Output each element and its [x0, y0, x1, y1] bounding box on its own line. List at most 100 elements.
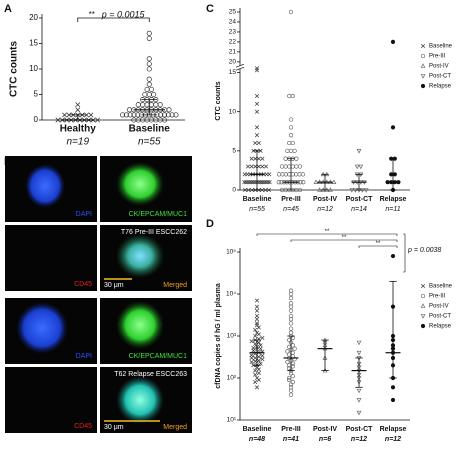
point	[356, 388, 362, 394]
legend-label: Post-CT	[429, 314, 451, 320]
merged-label: Merged	[163, 424, 187, 431]
legend-marker	[420, 323, 426, 329]
annotation: **	[325, 229, 330, 235]
point	[148, 102, 155, 108]
legend-label: Baseline	[429, 284, 453, 290]
point	[66, 112, 72, 118]
point	[287, 375, 292, 381]
y-tick-label: 10	[229, 108, 237, 115]
point	[356, 149, 362, 154]
point	[292, 346, 297, 351]
point	[126, 107, 133, 113]
point	[256, 140, 261, 146]
point	[288, 288, 294, 293]
point	[389, 172, 394, 177]
legend-label: Relapse	[429, 84, 452, 90]
point	[165, 112, 171, 118]
category-label: Post-IV	[313, 196, 337, 203]
n-label: n=55	[138, 137, 161, 148]
legend-marker	[420, 53, 426, 59]
point	[285, 349, 290, 354]
point	[95, 117, 100, 123]
axis-break	[235, 63, 245, 71]
y-tick-label: 15	[29, 39, 38, 48]
point	[254, 365, 260, 370]
scale-label: 30 μm	[104, 282, 124, 289]
point	[260, 164, 265, 169]
category-label: Relapse	[380, 426, 407, 433]
point	[349, 188, 355, 193]
point	[288, 326, 294, 331]
legend-marker	[420, 293, 426, 299]
point	[288, 125, 294, 130]
point	[127, 112, 133, 118]
point	[263, 164, 269, 169]
point	[260, 180, 265, 185]
category-label: Healthy	[60, 124, 97, 135]
legend-label: Post-IV	[429, 304, 449, 310]
point	[317, 187, 322, 192]
legend-label: Post-CT	[429, 74, 451, 80]
stain-label: DAPI	[76, 211, 92, 218]
point	[146, 35, 152, 41]
point	[84, 112, 89, 118]
point	[279, 180, 284, 185]
point	[253, 372, 258, 377]
point	[265, 180, 270, 185]
point	[75, 107, 81, 113]
point	[144, 102, 150, 108]
y-tick-label: 10⁵	[226, 249, 236, 256]
point	[256, 354, 261, 359]
legend-label: Pre-III	[429, 54, 446, 60]
point	[75, 102, 81, 108]
micrograph	[5, 367, 97, 433]
point	[256, 371, 261, 376]
annotation: **	[376, 241, 381, 247]
category-label: Pre-III	[281, 196, 301, 203]
point	[297, 187, 303, 193]
n-label: n=6	[319, 436, 331, 443]
n-label: n=48	[249, 436, 265, 443]
point	[245, 180, 250, 185]
n-label: n=41	[283, 436, 299, 443]
point	[254, 308, 260, 313]
legend-label: Baseline	[429, 44, 453, 50]
point	[288, 385, 294, 390]
point	[254, 93, 260, 99]
point	[253, 333, 258, 339]
point	[285, 148, 290, 153]
y-tick-label: 0	[34, 115, 39, 124]
point	[254, 304, 260, 309]
bracket	[77, 17, 150, 22]
y-tick-label: 24	[229, 19, 237, 26]
sample-label: T76 Pre-III ESCC262	[121, 229, 187, 236]
point	[290, 379, 295, 385]
legend-marker	[420, 303, 426, 308]
point	[287, 377, 292, 383]
stain-label: CD45	[74, 423, 92, 430]
point	[283, 156, 288, 161]
cell	[116, 301, 164, 349]
stain-label: CK/EPCAM/MUC1	[129, 353, 187, 360]
point	[173, 112, 179, 118]
category-label: Post-IV	[313, 426, 337, 433]
n-label: n=12	[385, 436, 401, 443]
point	[251, 345, 256, 350]
point	[62, 112, 67, 118]
point	[288, 133, 294, 138]
bracket	[403, 233, 406, 273]
point	[331, 179, 337, 184]
cell	[16, 302, 68, 354]
point	[256, 180, 261, 185]
y-tick-label: 10¹	[227, 417, 237, 424]
point	[301, 180, 306, 185]
point	[254, 323, 260, 328]
point	[260, 335, 265, 340]
category-label: Post-CT	[346, 196, 374, 203]
point	[288, 117, 294, 122]
sample-label: T62 Relapse ESCC263	[114, 371, 187, 378]
point	[297, 164, 303, 169]
n-label: n=45	[283, 206, 299, 213]
point	[390, 39, 396, 45]
n-label: n=12	[351, 436, 367, 443]
